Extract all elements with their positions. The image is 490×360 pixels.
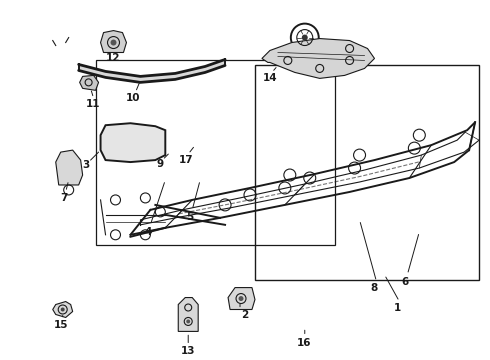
Polygon shape bbox=[56, 150, 83, 185]
Text: 9: 9 bbox=[157, 159, 164, 169]
Circle shape bbox=[302, 35, 308, 41]
Polygon shape bbox=[175, 67, 205, 80]
Polygon shape bbox=[78, 64, 105, 77]
Polygon shape bbox=[205, 59, 225, 72]
Polygon shape bbox=[141, 73, 175, 82]
Text: 14: 14 bbox=[263, 73, 277, 84]
Text: 8: 8 bbox=[371, 283, 378, 293]
Text: 4: 4 bbox=[145, 227, 152, 237]
Text: 17: 17 bbox=[179, 155, 194, 165]
Text: 13: 13 bbox=[181, 346, 196, 356]
Polygon shape bbox=[100, 123, 165, 162]
Text: 12: 12 bbox=[106, 54, 121, 63]
Circle shape bbox=[111, 40, 117, 45]
Text: 3: 3 bbox=[82, 160, 89, 170]
Polygon shape bbox=[262, 39, 374, 78]
Text: 10: 10 bbox=[126, 93, 141, 103]
Text: 11: 11 bbox=[85, 99, 100, 109]
Circle shape bbox=[239, 296, 244, 301]
Text: 5: 5 bbox=[187, 212, 194, 222]
Text: 15: 15 bbox=[53, 320, 68, 330]
Circle shape bbox=[186, 319, 190, 323]
Polygon shape bbox=[53, 302, 73, 318]
Circle shape bbox=[61, 307, 65, 311]
Text: 2: 2 bbox=[242, 310, 248, 320]
Bar bbox=[96, 60, 335, 245]
Text: 16: 16 bbox=[296, 338, 311, 348]
Bar bbox=[255, 66, 479, 280]
Text: 6: 6 bbox=[402, 276, 409, 287]
Polygon shape bbox=[228, 288, 255, 310]
Polygon shape bbox=[105, 71, 141, 82]
Polygon shape bbox=[100, 31, 126, 53]
Text: 7: 7 bbox=[60, 193, 68, 203]
Text: 1: 1 bbox=[394, 302, 401, 312]
Polygon shape bbox=[178, 298, 198, 332]
Polygon shape bbox=[80, 75, 98, 90]
